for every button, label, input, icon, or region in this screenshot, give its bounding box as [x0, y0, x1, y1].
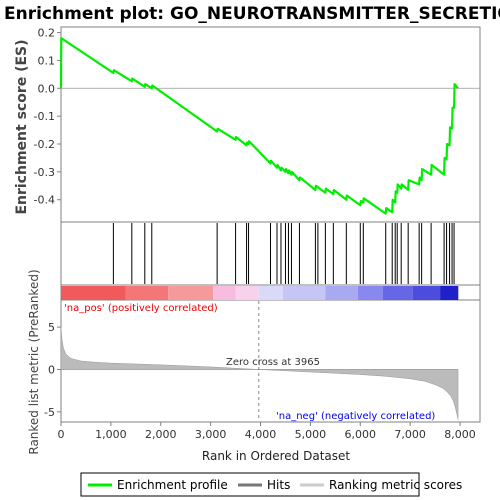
es-tick-label-0: 0.2 [38, 27, 56, 40]
enrichment-profile-layer [59, 37, 459, 215]
x-tick-label-7: 7,000 [394, 428, 426, 441]
heat-segment-1 [125, 286, 169, 300]
heat-segment-7 [325, 286, 358, 300]
x-tick-label-1: 1,000 [95, 428, 127, 441]
es-tick-label-2: 0.0 [38, 82, 56, 95]
heat-segment-2 [168, 286, 214, 300]
heat-segment-10 [412, 286, 441, 300]
x-tick-label-8: 8,000 [444, 428, 476, 441]
legend-entry-profile: Enrichment profile [117, 478, 228, 492]
hits-layer [112, 223, 455, 284]
x-axis-label: Rank in Ordered Dataset [202, 449, 350, 463]
ranking-metric-layer [60, 301, 459, 421]
metric-tick-label-1: 0 [48, 363, 55, 376]
es-tick-label-1: 0.1 [38, 54, 56, 67]
x-tick-label-6: 6,000 [345, 428, 377, 441]
heat-segment-0 [61, 286, 126, 300]
heat-segment-4 [235, 286, 259, 300]
es-tick-label-5: -0.3 [34, 166, 55, 179]
metric-axis-ticks: 5 0 -5 [44, 321, 61, 419]
x-tick-label-3: 3,000 [195, 428, 227, 441]
enrichment-profile-line [59, 37, 459, 215]
heat-segment-6 [282, 286, 326, 300]
pos-label: 'na_pos' (positively correlated) [64, 303, 218, 314]
metric-tick-label-2: -5 [44, 406, 55, 419]
neg-label: 'na_neg' (negatively correlated) [276, 411, 435, 422]
es-axis-label: Enrichment score (ES) [14, 39, 30, 214]
zero-cross-label: Zero cross at 3965 [226, 357, 320, 368]
es-axis-ticks: 0.2 0.1 0.0 -0.1 -0.2 -0.3 -0.4 [34, 27, 61, 207]
x-tick-label-0: 0 [58, 428, 65, 441]
x-axis-ticks: 0 1,000 2,000 3,000 4,000 5,000 6,000 7,000 8,00… [58, 422, 476, 441]
x-tick-label-4: 4,000 [245, 428, 277, 441]
ranked-heat-bar [61, 286, 459, 300]
metric-area [60, 327, 459, 420]
es-panel [60, 26, 481, 223]
es-tick-label-3: -0.1 [34, 110, 55, 123]
x-tick-label-2: 2,000 [145, 428, 177, 441]
metric-tick-label-0: 5 [48, 321, 55, 334]
es-tick-label-6: -0.4 [34, 194, 55, 207]
heat-segment-3 [213, 286, 236, 300]
heat-segment-5 [258, 286, 283, 300]
heat-segment-9 [382, 286, 413, 300]
legend-entry-hits: Hits [267, 478, 290, 492]
heat-segment-11 [440, 286, 459, 300]
x-tick-label-5: 5,000 [295, 428, 327, 441]
metric-axis-label: Ranked list metric (PreRanked) [27, 269, 41, 454]
chart-title: Enrichment plot: GO_NEUROTRANSMITTER_SEC… [4, 4, 500, 24]
es-tick-label-4: -0.2 [34, 138, 55, 151]
heat-segment-8 [357, 286, 383, 300]
legend: Enrichment profile Hits Ranking metric s… [80, 472, 462, 497]
legend-entry-metric: Ranking metric scores [329, 478, 462, 492]
